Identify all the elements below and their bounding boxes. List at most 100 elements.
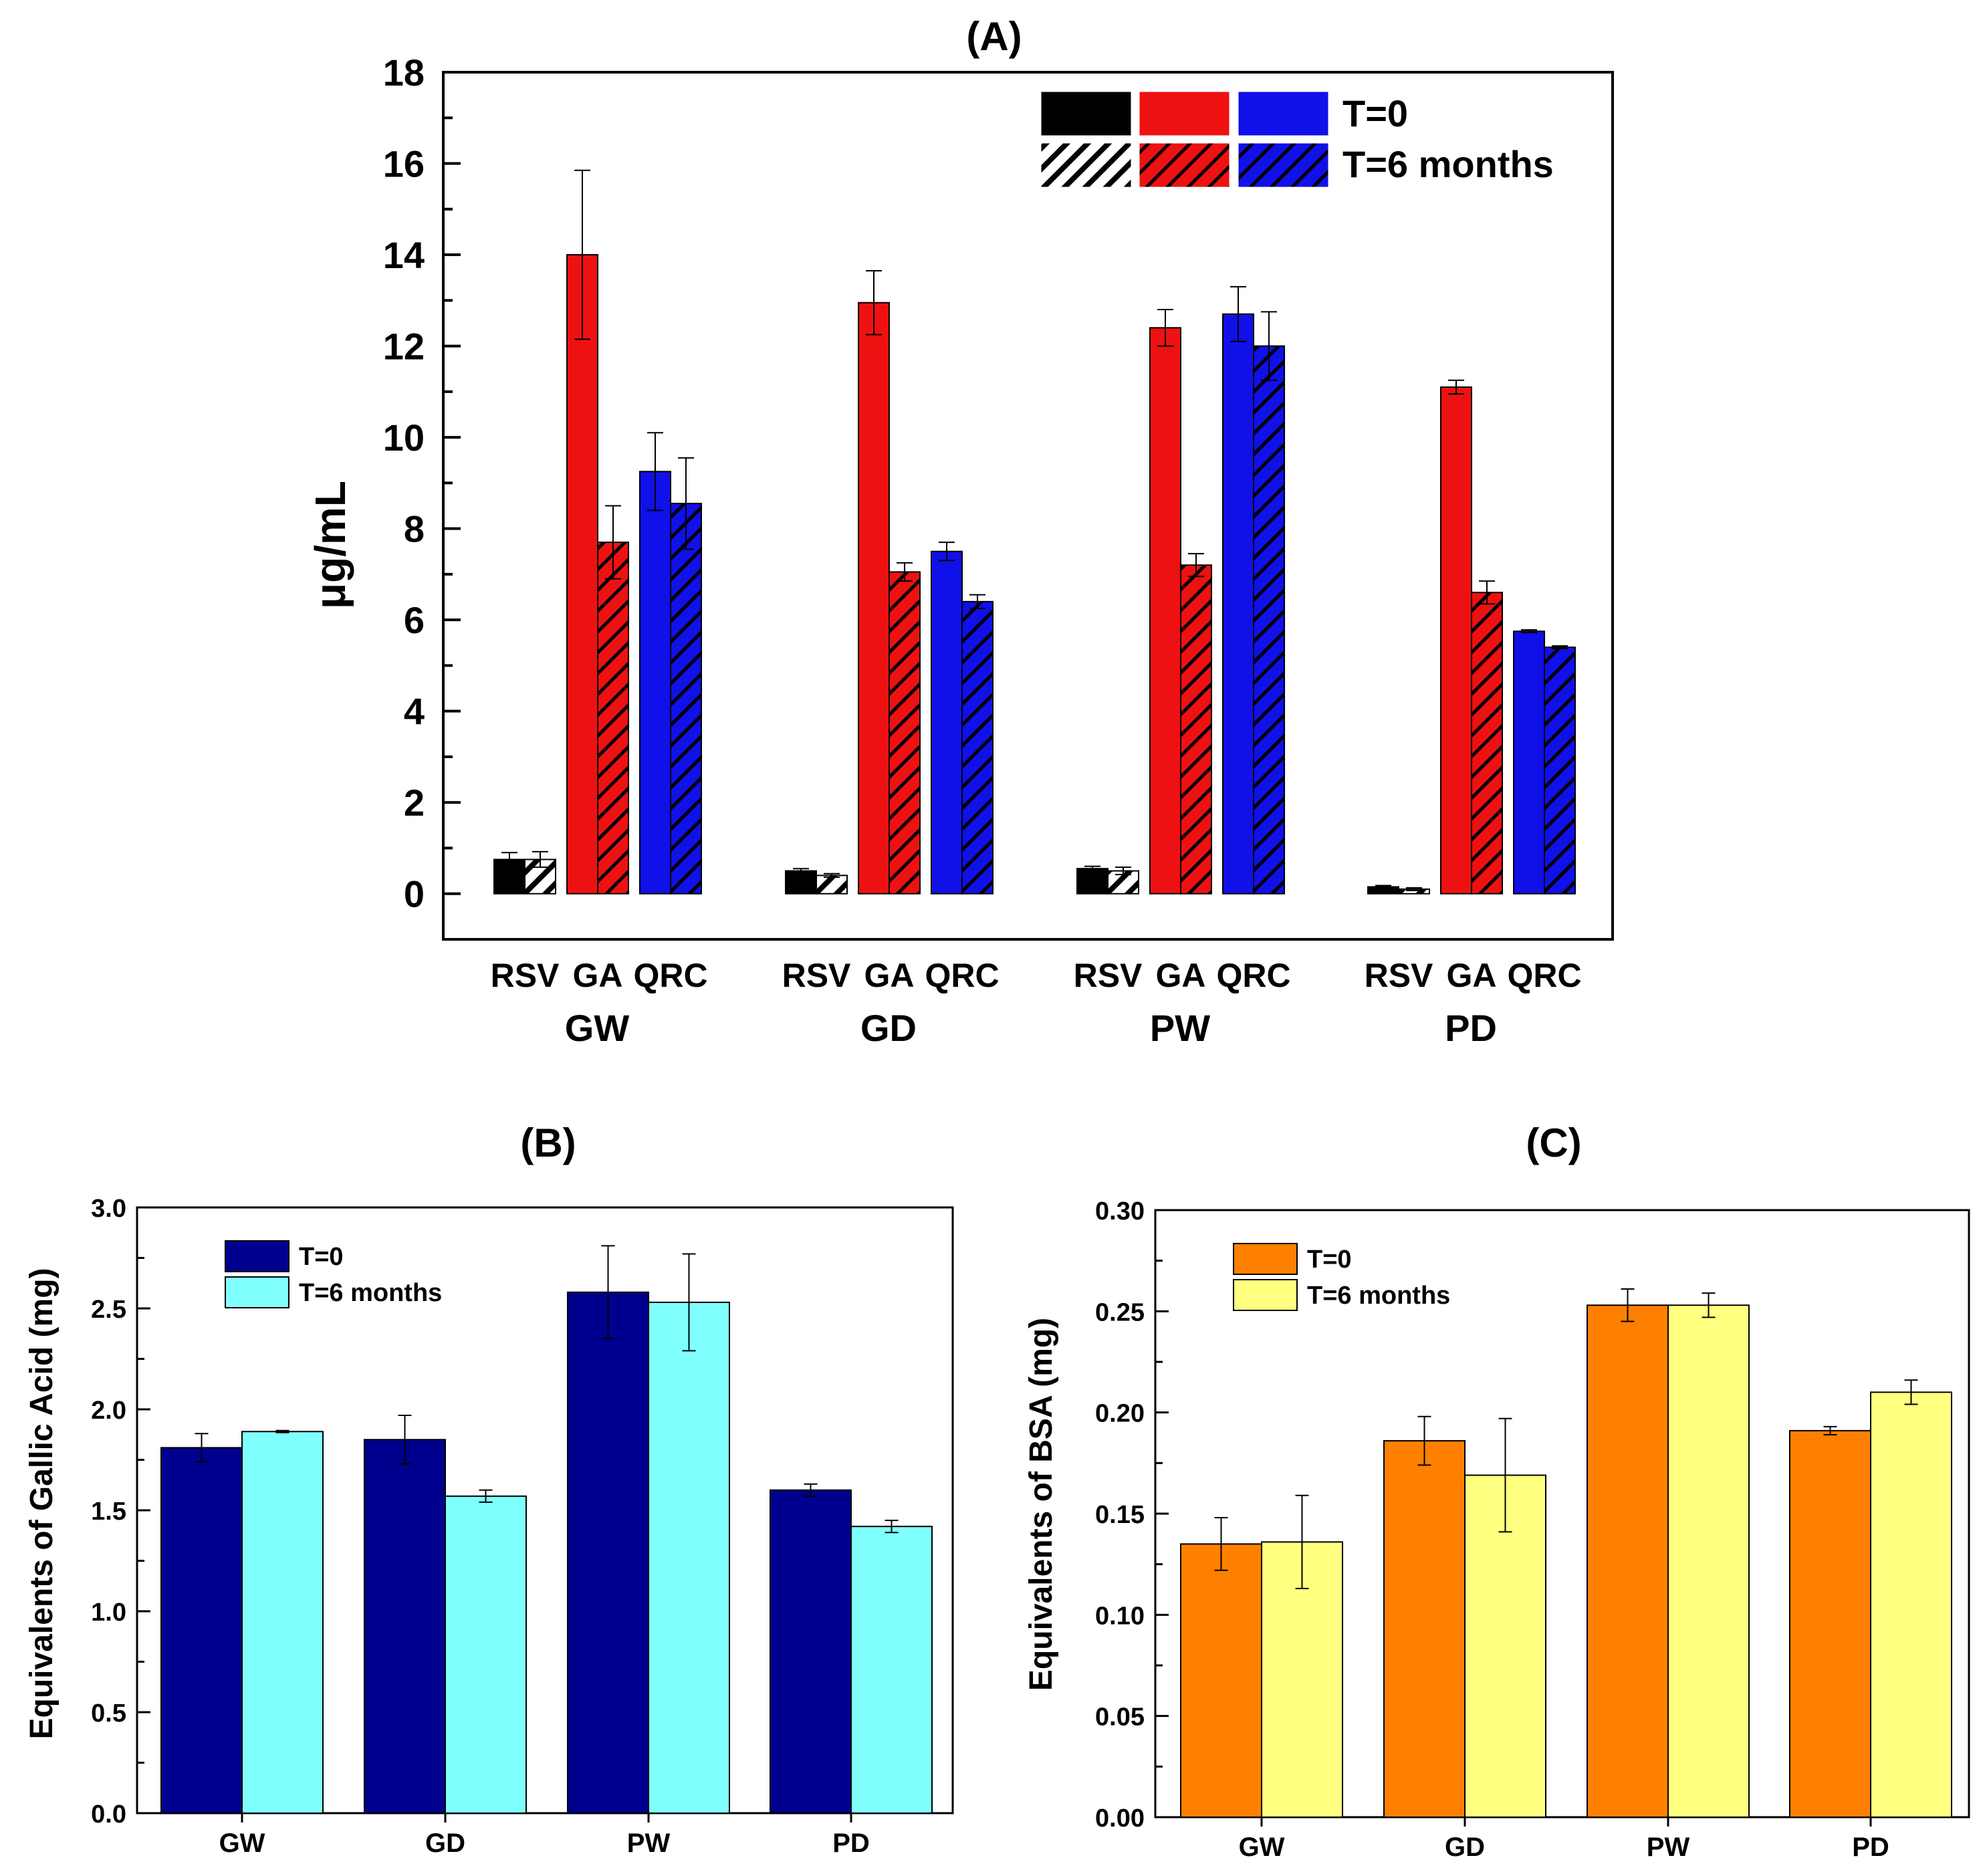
legend-swatch-t6 (1236, 141, 1330, 189)
bar-pd-ga-t0 (1440, 386, 1472, 895)
panel-b-bar-gw-t6 (241, 1431, 324, 1814)
legend-swatch-t0 (1039, 90, 1133, 138)
panel-a-subcategory-label: RSV (782, 957, 851, 994)
panel-a-group-label: PD (1445, 1007, 1497, 1049)
panel-a-ytick-label: 2 (404, 782, 425, 824)
panel-a-subcategory-label: QRC (925, 957, 999, 994)
bar-pw-ga-t0 (1149, 327, 1181, 895)
panel-b-legend-label-t6: T=6 months (299, 1279, 442, 1307)
panel-a-subcategory-label: GA (573, 957, 623, 994)
panel-b-xtick-label: GD (425, 1829, 465, 1858)
panel-b-legend-label-t0: T=0 (299, 1243, 344, 1271)
bar-gd-ga-t0 (858, 302, 890, 895)
panel-c-ytick-label: 0.05 (1095, 1704, 1145, 1732)
panel-a-ytick-label: 4 (404, 691, 425, 733)
legend-swatch-t0 (1236, 90, 1330, 138)
panel-a-group-label: GD (860, 1007, 917, 1049)
panel-b-bar-pd-t6 (850, 1526, 933, 1814)
panel-c-bar-gw-t0 (1180, 1543, 1262, 1818)
panel-c-ylabel: Equivalents of BSA (mg) (1024, 1318, 1059, 1691)
panel-a-subcategory-label: RSV (491, 957, 560, 994)
panel-b-bar-gd-t6 (445, 1495, 527, 1814)
panel-a-ytick-label: 18 (383, 51, 425, 94)
panel-c-xtick-label: GD (1445, 1833, 1485, 1862)
panel-c-title: (C) (1526, 1121, 1581, 1165)
panel-c-ytick-label: 0.25 (1095, 1298, 1145, 1326)
panel-b-bar-gd-t0 (364, 1439, 446, 1814)
bar-pd-qrc-t0 (1513, 630, 1545, 895)
panel-a-subcategory-label: GA (1156, 957, 1206, 994)
panel-b-ytick-label: 0.5 (91, 1699, 126, 1728)
bar-pd-ga-t6 (1471, 592, 1503, 895)
panel-a-ytick-label: 10 (383, 417, 425, 459)
panel-c-xtick-label: PW (1647, 1833, 1690, 1862)
panel-c-ytick-label: 0.20 (1095, 1400, 1145, 1428)
panel-a-ytick-label: 14 (383, 234, 425, 276)
bar-pw-ga-t6 (1180, 564, 1212, 895)
panel-b-xtick-label: PD (832, 1829, 870, 1858)
panel-a-subcategory-label: GA (864, 957, 915, 994)
panel-c-bar-pd-t0 (1789, 1429, 1871, 1819)
bar-gd-ga-t6 (889, 571, 921, 895)
bar-pw-rsv-t0 (1076, 868, 1108, 895)
panel-c-bar-gd-t6 (1464, 1474, 1546, 1819)
panel-b-ytick-label: 0.0 (91, 1800, 126, 1829)
panel-c-bar-gd-t0 (1383, 1440, 1466, 1819)
panel-c-ytick-label: 0.10 (1095, 1602, 1145, 1630)
bar-pw-qrc-t0 (1222, 313, 1254, 895)
panel-c-legend-label-t0: T=0 (1307, 1246, 1352, 1274)
panel-a-group-label: GW (565, 1007, 630, 1049)
panel-a-subcategory-label: QRC (1507, 957, 1581, 994)
panel-a-subcategory-label: QRC (1216, 957, 1290, 994)
panel-b-xtick-label: PW (627, 1829, 671, 1858)
panel-b-ytick-label: 1.0 (91, 1599, 126, 1627)
panel-b-ytick-label: 2.5 (91, 1296, 126, 1324)
panel-a-subcategory-label: GA (1447, 957, 1497, 994)
panel-b-legend-swatch-t0 (225, 1240, 289, 1272)
panel-b-ytick-label: 3.0 (91, 1195, 126, 1223)
legend-swatch-t6 (1039, 141, 1133, 189)
panel-b-legend-swatch-t6 (225, 1276, 289, 1308)
bar-gw-ga-t0 (566, 254, 598, 895)
panel-c-legend-label-t6: T=6 months (1307, 1282, 1450, 1310)
panel-c-bar-pd-t6 (1870, 1391, 1952, 1818)
panel-a-ytick-label: 8 (404, 508, 425, 550)
panel-a-ytick-label: 6 (404, 599, 425, 641)
panel-b-xtick-label: GW (219, 1829, 265, 1858)
bar-gw-qrc-t6 (670, 503, 702, 895)
panel-a-title: (A) (966, 14, 1022, 59)
legend-label-t0: T=0 (1342, 92, 1408, 134)
panel-c-xtick-label: GW (1239, 1833, 1285, 1862)
panel-a-ytick-label: 16 (383, 143, 425, 185)
panel-b-bar-gw-t0 (160, 1447, 243, 1814)
panel-b-bar-pw-t6 (648, 1301, 730, 1814)
panel-c-legend-swatch-t6 (1233, 1279, 1298, 1311)
panel-b-ylabel: Equivalents of Gallic Acid (mg) (24, 1268, 60, 1740)
panel-c-xtick-label: PD (1852, 1833, 1889, 1862)
panel-b-ytick-label: 2.0 (91, 1397, 126, 1425)
panel-b-bar-pd-t0 (770, 1489, 852, 1814)
panel-c-legend-swatch-t0 (1233, 1243, 1298, 1275)
bar-gw-qrc-t0 (639, 471, 671, 895)
panel-a-subcategory-label: RSV (1365, 957, 1433, 994)
panel-c-ytick-label: 0.30 (1095, 1197, 1145, 1225)
panel-a-ylabel: μg/mL (306, 481, 354, 609)
bar-gd-qrc-t6 (961, 600, 994, 895)
panel-a-subcategory-label: QRC (633, 957, 707, 994)
panel-c-ytick-label: 0.15 (1095, 1501, 1145, 1529)
bar-gd-rsv-t6 (816, 874, 848, 895)
panel-b-ytick-label: 1.5 (91, 1498, 126, 1526)
panel-b-bar-pw-t0 (567, 1291, 649, 1814)
panel-a-ytick-label: 12 (383, 326, 425, 368)
bar-gd-qrc-t0 (931, 550, 963, 895)
panel-b-chart: 0.0 0.5 1.0 1.5 2.0 2.5 3.0 GW GD PW PD T=0 T=6 mont… (91, 1195, 954, 1858)
panel-b-title: (B) (520, 1121, 576, 1165)
bar-pw-qrc-t6 (1253, 345, 1285, 895)
panel-a-frame (442, 71, 1614, 941)
legend-label-t6: T=6 months (1342, 143, 1554, 185)
bar-gd-rsv-t0 (785, 870, 817, 895)
bar-pd-qrc-t6 (1544, 647, 1576, 895)
legend-swatch-t6 (1137, 141, 1232, 189)
